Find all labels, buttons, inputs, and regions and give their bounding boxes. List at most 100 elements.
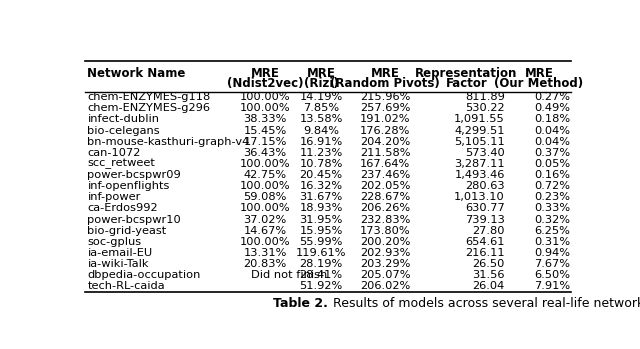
- Text: 0.27%: 0.27%: [534, 92, 570, 102]
- Text: 16.32%: 16.32%: [300, 181, 342, 191]
- Text: chem-ENZYMES-g296: chem-ENZYMES-g296: [88, 103, 211, 113]
- Text: 14.19%: 14.19%: [300, 92, 342, 102]
- Text: 11.23%: 11.23%: [300, 148, 342, 158]
- Text: infect-dublin: infect-dublin: [88, 114, 159, 124]
- Text: 0.32%: 0.32%: [534, 215, 570, 224]
- Text: scc_retweet: scc_retweet: [88, 159, 156, 169]
- Text: Table 2.: Table 2.: [273, 297, 328, 310]
- Text: 7.91%: 7.91%: [534, 281, 570, 291]
- Text: 31.56: 31.56: [472, 270, 505, 280]
- Text: 206.26%: 206.26%: [360, 203, 410, 213]
- Text: 215.96%: 215.96%: [360, 92, 410, 102]
- Text: (Our Method): (Our Method): [494, 77, 584, 90]
- Text: 10.78%: 10.78%: [300, 159, 342, 169]
- Text: 0.04%: 0.04%: [534, 137, 570, 147]
- Text: 6.50%: 6.50%: [534, 270, 570, 280]
- Text: MRE: MRE: [371, 67, 400, 80]
- Text: MRE: MRE: [524, 67, 554, 80]
- Text: inf-openflights: inf-openflights: [88, 181, 170, 191]
- Text: 59.08%: 59.08%: [243, 192, 287, 202]
- Text: 232.83%: 232.83%: [360, 215, 410, 224]
- Text: 100.00%: 100.00%: [240, 159, 291, 169]
- Text: MRE: MRE: [307, 67, 335, 80]
- Text: 0.37%: 0.37%: [534, 148, 570, 158]
- Text: 15.45%: 15.45%: [243, 126, 287, 135]
- Text: 7.85%: 7.85%: [303, 103, 339, 113]
- Text: 202.05%: 202.05%: [360, 181, 410, 191]
- Text: 200.20%: 200.20%: [360, 237, 410, 247]
- Text: inf-power: inf-power: [88, 192, 141, 202]
- Text: ia-email-EU: ia-email-EU: [88, 248, 153, 258]
- Text: 630.77: 630.77: [465, 203, 505, 213]
- Text: power-bcspwr10: power-bcspwr10: [88, 215, 181, 224]
- Text: 191.02%: 191.02%: [360, 114, 410, 124]
- Text: 280.63: 280.63: [465, 181, 505, 191]
- Text: 0.49%: 0.49%: [534, 103, 570, 113]
- Text: Did not finish: Did not finish: [251, 270, 327, 280]
- Text: bn-mouse-kasthuri-graph-v4: bn-mouse-kasthuri-graph-v4: [88, 137, 250, 147]
- Text: 1,091.55: 1,091.55: [454, 114, 505, 124]
- Text: 1,013.10: 1,013.10: [454, 192, 505, 202]
- Text: 216.11: 216.11: [465, 248, 505, 258]
- Text: 0.31%: 0.31%: [534, 237, 570, 247]
- Text: 206.02%: 206.02%: [360, 281, 410, 291]
- Text: 100.00%: 100.00%: [240, 92, 291, 102]
- Text: 20.45%: 20.45%: [300, 170, 342, 180]
- Text: 530.22: 530.22: [465, 103, 505, 113]
- Text: 739.13: 739.13: [465, 215, 505, 224]
- Text: can-1072: can-1072: [88, 148, 141, 158]
- Text: ia-wiki-Talk: ia-wiki-Talk: [88, 259, 149, 269]
- Text: 100.00%: 100.00%: [240, 203, 291, 213]
- Text: dbpedia-occupation: dbpedia-occupation: [88, 270, 201, 280]
- Text: ca-Erdos992: ca-Erdos992: [88, 203, 158, 213]
- Text: (Ndist2vec): (Ndist2vec): [227, 77, 303, 90]
- Text: 26.50: 26.50: [472, 259, 505, 269]
- Text: 100.00%: 100.00%: [240, 103, 291, 113]
- Text: 3,287.11: 3,287.11: [454, 159, 505, 169]
- Text: 654.61: 654.61: [465, 237, 505, 247]
- Text: Factor: Factor: [445, 77, 487, 90]
- Text: 173.80%: 173.80%: [360, 225, 411, 236]
- Text: MRE: MRE: [251, 67, 280, 80]
- Text: 28.19%: 28.19%: [300, 259, 342, 269]
- Text: 6.25%: 6.25%: [534, 225, 570, 236]
- Text: (Rizi): (Rizi): [303, 77, 339, 90]
- Text: tech-RL-caida: tech-RL-caida: [88, 281, 165, 291]
- Text: 31.67%: 31.67%: [300, 192, 342, 202]
- Text: 0.16%: 0.16%: [534, 170, 570, 180]
- Text: 9.84%: 9.84%: [303, 126, 339, 135]
- Text: power-bcspwr09: power-bcspwr09: [88, 170, 181, 180]
- Text: bio-grid-yeast: bio-grid-yeast: [88, 225, 166, 236]
- Text: 237.46%: 237.46%: [360, 170, 410, 180]
- Text: 13.31%: 13.31%: [243, 248, 287, 258]
- Text: 1,493.46: 1,493.46: [454, 170, 505, 180]
- Text: Representation: Representation: [415, 67, 518, 80]
- Text: 14.67%: 14.67%: [244, 225, 287, 236]
- Text: 176.28%: 176.28%: [360, 126, 410, 135]
- Text: 0.04%: 0.04%: [534, 126, 570, 135]
- Text: 28.41%: 28.41%: [300, 270, 342, 280]
- Text: 811.89: 811.89: [465, 92, 505, 102]
- Text: chem-ENZYMES-g118: chem-ENZYMES-g118: [88, 92, 211, 102]
- Text: (Random Pivots): (Random Pivots): [330, 77, 440, 90]
- Text: 204.20%: 204.20%: [360, 137, 410, 147]
- Text: 257.69%: 257.69%: [360, 103, 410, 113]
- Text: 20.83%: 20.83%: [243, 259, 287, 269]
- Text: 13.58%: 13.58%: [300, 114, 342, 124]
- Text: 5,105.11: 5,105.11: [454, 137, 505, 147]
- Text: 16.91%: 16.91%: [300, 137, 342, 147]
- Text: 15.95%: 15.95%: [300, 225, 342, 236]
- Text: 36.43%: 36.43%: [244, 148, 287, 158]
- Text: 37.02%: 37.02%: [243, 215, 287, 224]
- Text: 202.93%: 202.93%: [360, 248, 410, 258]
- Text: 211.58%: 211.58%: [360, 148, 410, 158]
- Text: 42.75%: 42.75%: [244, 170, 287, 180]
- Text: 0.05%: 0.05%: [534, 159, 570, 169]
- Text: 7.67%: 7.67%: [534, 259, 570, 269]
- Text: 17.15%: 17.15%: [243, 137, 287, 147]
- Text: Network Name: Network Name: [88, 67, 186, 80]
- Text: 27.80: 27.80: [472, 225, 505, 236]
- Text: 203.29%: 203.29%: [360, 259, 410, 269]
- Text: 0.23%: 0.23%: [534, 192, 570, 202]
- Text: Results of models across several real-life networks.: Results of models across several real-li…: [329, 297, 640, 310]
